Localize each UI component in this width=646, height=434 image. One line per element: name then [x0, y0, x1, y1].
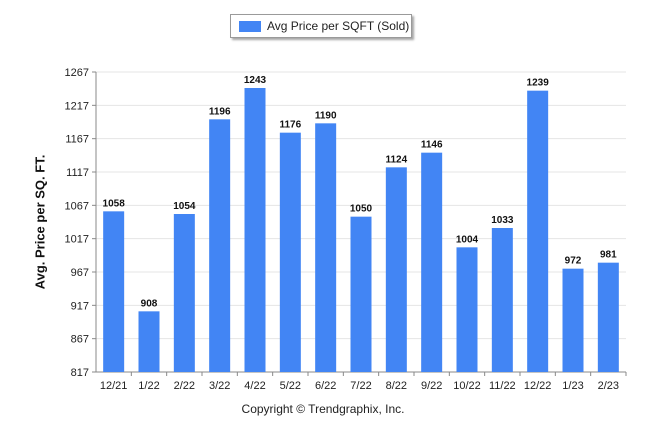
data-label: 972 — [565, 256, 582, 267]
x-tick-label: 12/22 — [524, 380, 552, 392]
y-tick-label: 1067 — [65, 200, 89, 212]
x-tick-label: 2/22 — [174, 380, 195, 392]
x-tick-label: 4/22 — [244, 380, 265, 392]
x-tick-label: 1/22 — [138, 380, 159, 392]
bar — [173, 214, 195, 372]
bar — [279, 132, 301, 372]
x-tick-label: 9/22 — [421, 380, 442, 392]
x-tick-label: 11/22 — [489, 380, 516, 392]
data-label: 1004 — [456, 234, 479, 245]
x-tick-label: 10/22 — [453, 380, 481, 392]
data-label: 1054 — [173, 201, 196, 212]
data-label: 1243 — [244, 75, 267, 86]
data-label: 908 — [141, 298, 158, 309]
y-tick-label: 867 — [71, 334, 89, 346]
data-label: 1176 — [279, 120, 301, 131]
bar — [138, 311, 160, 372]
legend-label: Avg Price per SQFT (Sold) — [267, 19, 410, 33]
y-tick-label: 1117 — [66, 167, 89, 179]
data-label: 1033 — [491, 215, 514, 226]
data-label: 1124 — [385, 154, 407, 165]
x-tick-label: 1/23 — [562, 380, 583, 392]
bar — [209, 119, 231, 372]
bar — [421, 152, 443, 372]
tick-labels: 817 867 917 967 1017 1067 1117 1167 1217 1267 12/2… — [65, 67, 620, 392]
bars — [103, 88, 619, 373]
y-tick-label: 1217 — [65, 100, 89, 112]
legend: Avg Price per SQFT (Sold) — [230, 14, 412, 38]
y-tick-label: 817 — [71, 367, 89, 379]
bar — [350, 216, 372, 372]
data-label: 1190 — [315, 110, 337, 121]
bar — [491, 228, 513, 372]
x-tick-label: 8/22 — [386, 380, 407, 392]
bar — [103, 211, 125, 372]
data-label: 1058 — [103, 198, 126, 209]
y-tick-label: 1017 — [65, 234, 89, 246]
y-tick-label: 1167 — [65, 134, 89, 146]
legend-swatch — [239, 20, 261, 32]
data-label: 1050 — [350, 204, 373, 215]
bar — [562, 268, 584, 372]
bar — [527, 90, 549, 373]
y-tick-label: 917 — [71, 300, 89, 312]
y-tick-label: 1267 — [65, 67, 89, 79]
y-tick-label: 967 — [71, 267, 89, 279]
copyright-text: Copyright © Trendgraphix, Inc. — [241, 402, 405, 416]
x-tick-label: 2/23 — [598, 380, 619, 392]
data-label: 1146 — [421, 140, 443, 151]
bar — [385, 167, 407, 372]
bar — [315, 123, 337, 372]
x-tick-label: 7/22 — [350, 380, 371, 392]
x-tick-label: 5/22 — [280, 380, 301, 392]
x-tick-label: 3/22 — [209, 380, 230, 392]
bar — [456, 247, 478, 372]
bar — [597, 262, 619, 372]
bar — [244, 88, 266, 372]
x-tick-label: 6/22 — [315, 380, 336, 392]
data-label: 981 — [600, 250, 617, 261]
data-label: 1239 — [527, 78, 550, 89]
x-tick-label: 12/21 — [100, 380, 128, 392]
data-label: 1196 — [209, 106, 231, 117]
data-labels: 1058 908 1054 1196 1243 1176 1190 1050 1124 1146 1… — [103, 75, 618, 309]
